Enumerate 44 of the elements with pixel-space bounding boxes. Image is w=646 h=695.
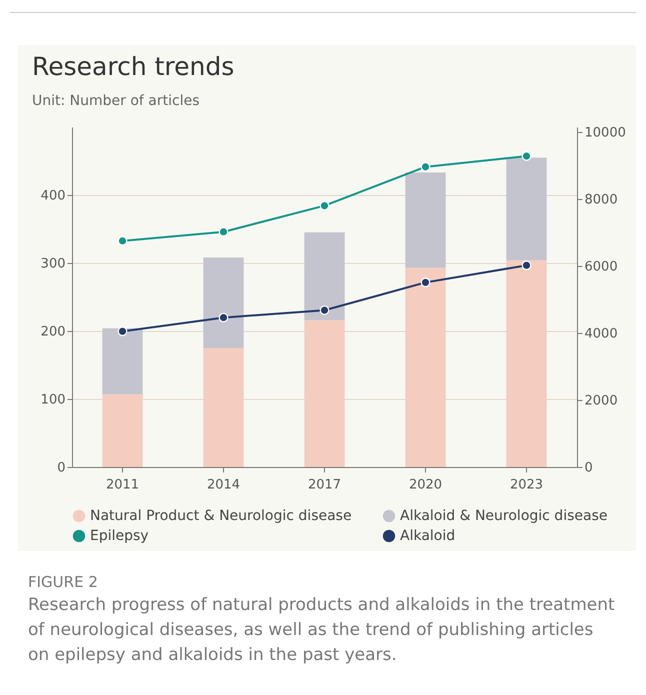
legend-label: Epilepsy [90,528,149,544]
legend-label: Natural Product & Neurologic disease [90,508,352,524]
bar [506,260,547,467]
point [118,236,128,246]
bar [405,172,446,268]
y-tick-label: 100 [40,392,66,408]
bar [203,348,244,467]
point [320,200,330,210]
point [218,227,228,237]
point [218,312,228,322]
y2-tick-label: 4000 [584,326,618,342]
y2-tick-label: 0 [584,460,593,476]
chart-title: Research trends [32,52,234,82]
bar [102,394,143,467]
y2-tick-label: 10000 [584,126,626,141]
y-tick-label: 200 [40,324,66,340]
bar [102,328,143,394]
y2-tick-label: 2000 [584,394,618,409]
x-tick-label: 2017 [308,478,342,492]
y-tick-label: 300 [40,256,66,272]
bar [506,158,547,260]
text: Research progress of natural products and alkaloids in the treatment of neurological diseases, as well as the trend of publishing articles on epilepsy and alkaloids in the past years. [28,594,616,667]
bar [405,268,446,467]
chart-subtitle: Unit: Number of articles [32,93,200,110]
point [420,278,430,288]
y2-tick-label: 8000 [584,192,618,208]
y-tick-label: 0 [57,460,66,476]
x-tick-label: 2020 [408,478,442,492]
y2-tick-label: 6000 [584,260,618,275]
point [522,151,532,161]
point [320,305,330,316]
x-tick-label: 2014 [206,478,240,492]
legend-label: Alkaloid & Neurologic disease [400,508,608,524]
point [420,162,430,172]
y-tick-label: 400 [40,188,66,204]
x-tick-label: 2011 [106,478,140,492]
bar [203,258,244,348]
legend-label: Alkaloid [400,528,456,544]
x-tick-label: 2023 [510,478,544,492]
caption: FIGURE 2 [28,573,99,591]
point [118,326,128,336]
bar [304,232,345,320]
bar [304,320,345,467]
point [522,260,532,270]
